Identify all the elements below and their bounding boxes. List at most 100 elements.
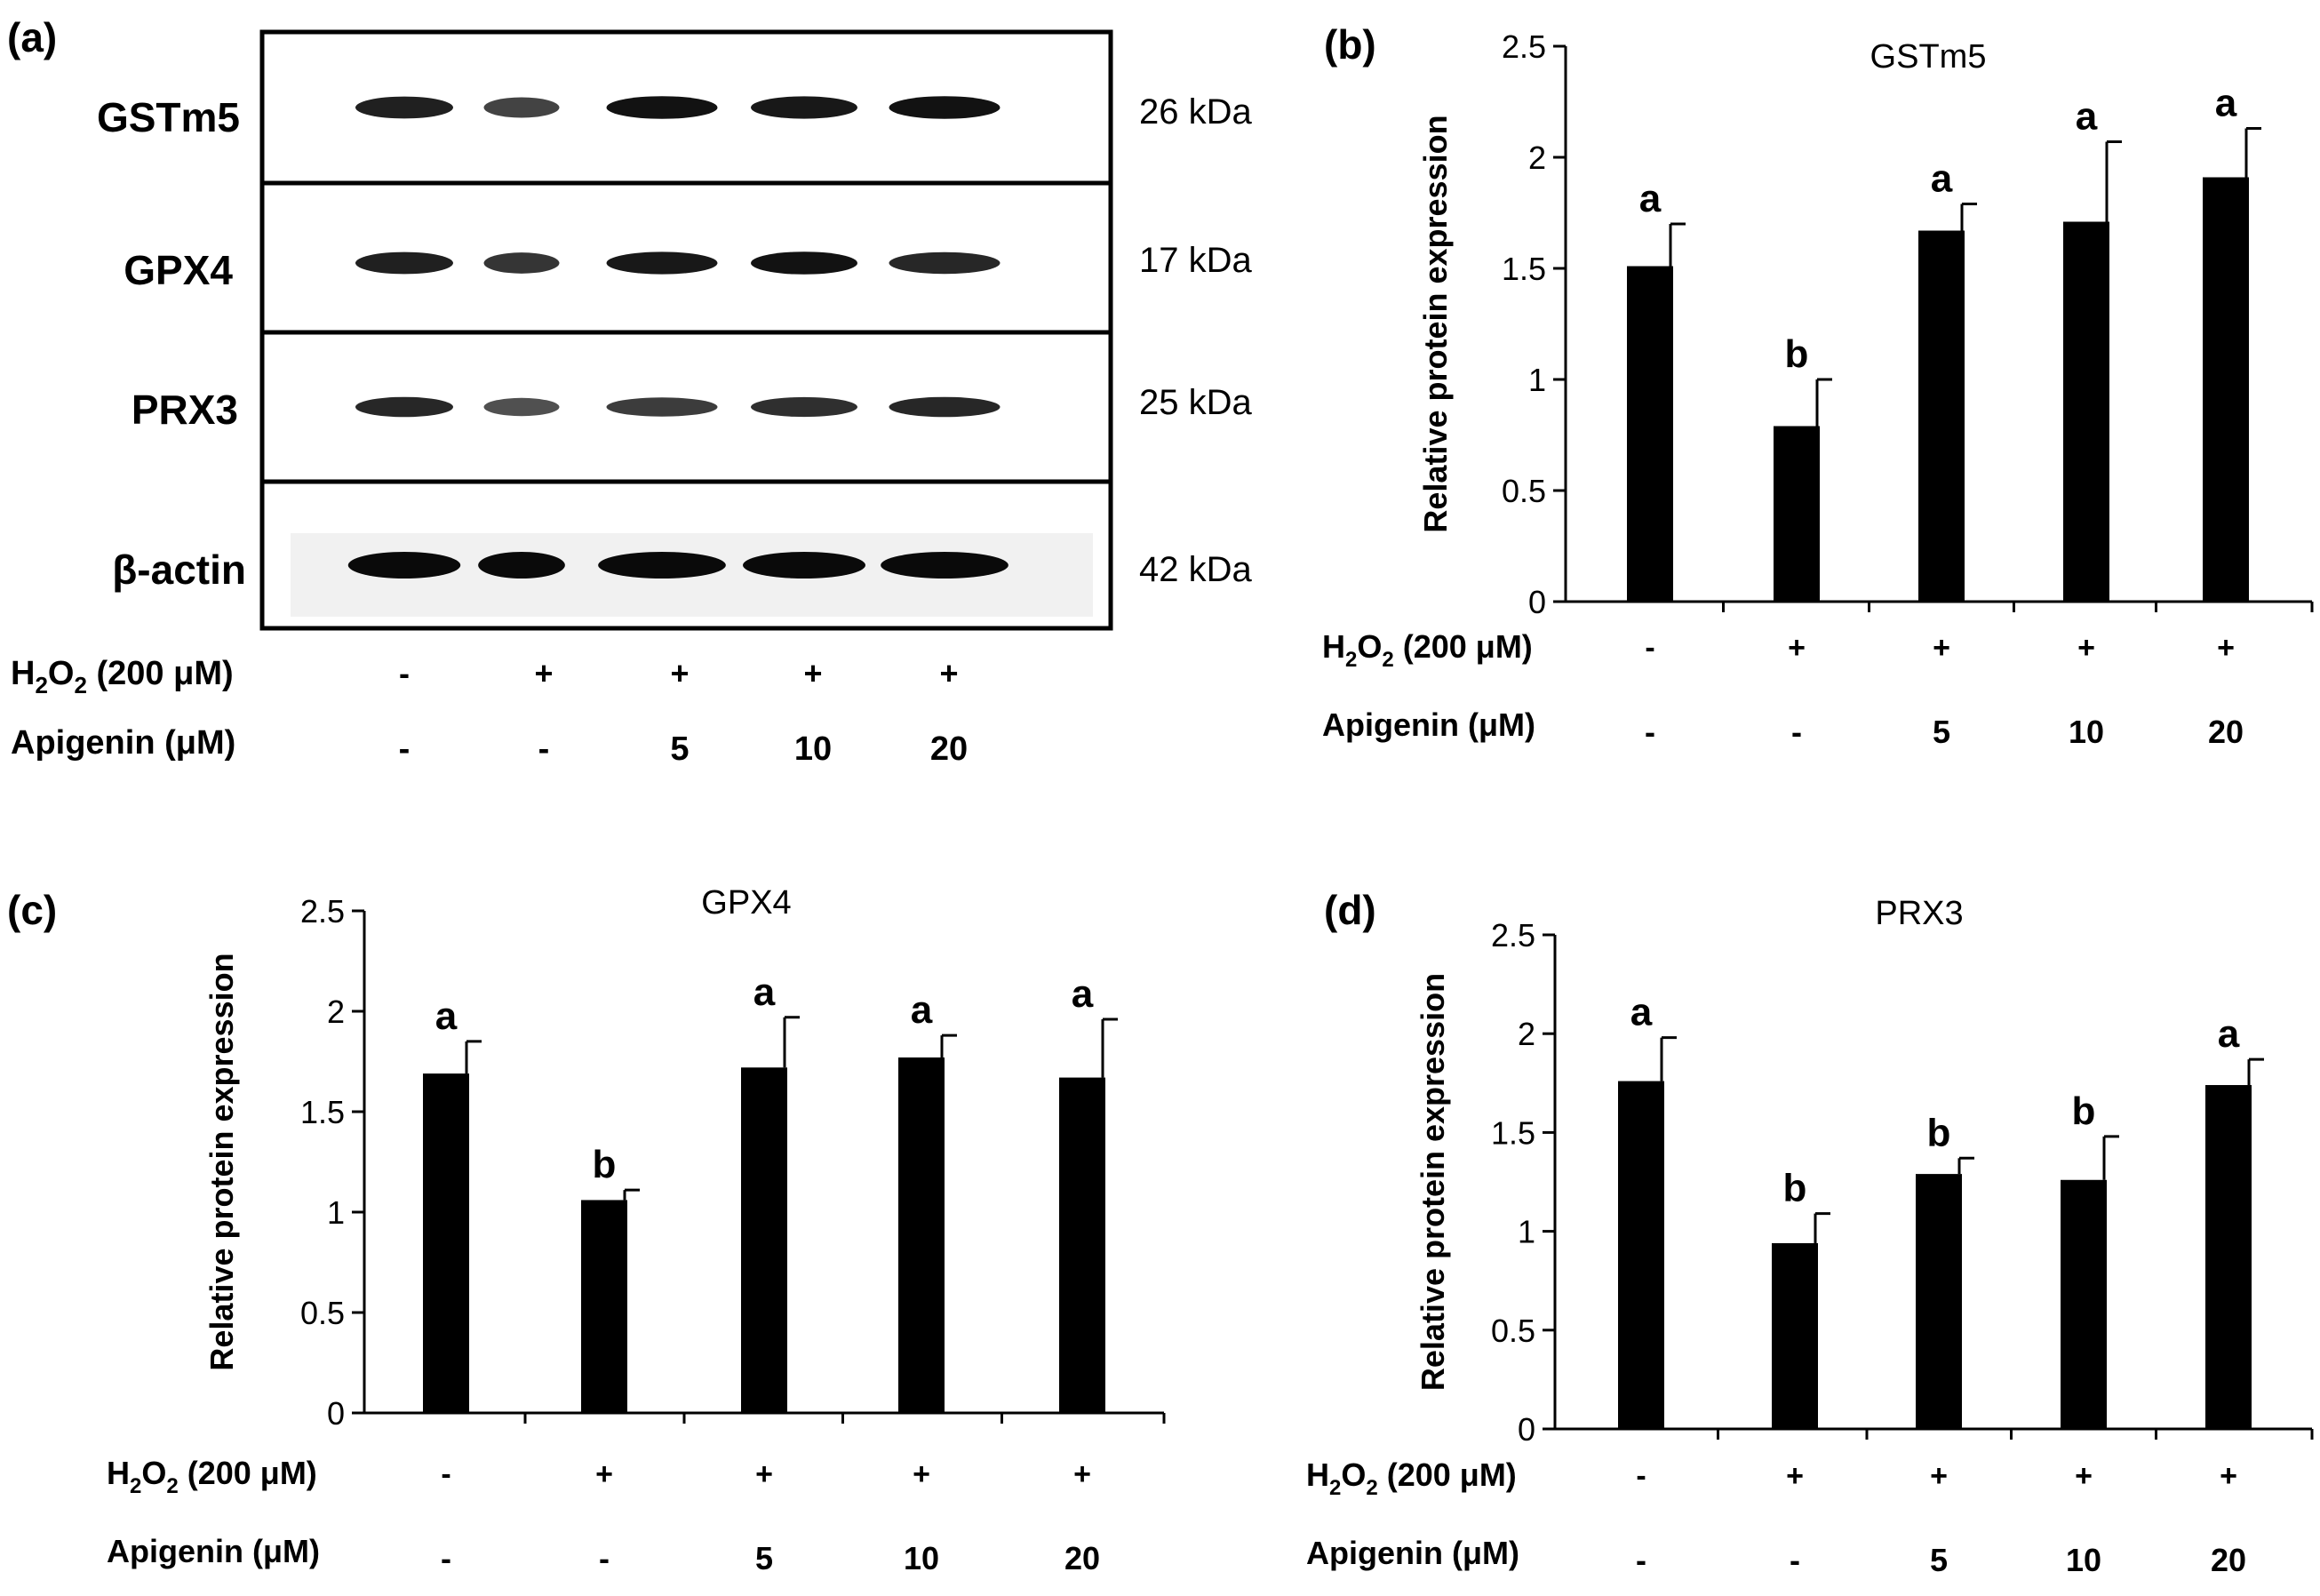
treatment-apigenin-value: 10 [794, 730, 832, 768]
bar [1772, 1242, 1818, 1429]
treatment-h2o2-value: + [803, 655, 822, 691]
h2o2-label: H2O2 (200 μM) [11, 655, 234, 698]
apigenin-value: - [1636, 1542, 1646, 1578]
h2o2-value: + [2220, 1459, 2237, 1493]
kda-label-gpx4: 17 kDa [1139, 241, 1252, 280]
apigenin-value: 10 [2066, 1542, 2101, 1578]
y-tick-label: 0.5 [1491, 1313, 1535, 1349]
treatment-h2o2-value: + [939, 655, 958, 691]
h2o2-value: - [441, 1457, 450, 1491]
h2o2-value: + [595, 1457, 613, 1491]
y-tick-label: 1.5 [1491, 1114, 1535, 1151]
treatment-apigenin-value: 5 [670, 730, 689, 768]
apigenin-value: 10 [904, 1540, 939, 1576]
apigenin-value: - [1790, 1542, 1800, 1578]
blot-band [483, 397, 560, 417]
apigenin-value: 20 [2208, 714, 2244, 750]
chart-panel-c: (c) GPX4 Relative protein expression 0 0.5 1 1… [7, 884, 1166, 1576]
h2o2-value: + [1788, 631, 1806, 665]
y-tick-label: 1.5 [300, 1094, 345, 1130]
apigenin-row-label: Apigenin (μM) [107, 1533, 320, 1569]
significance-letter: a [2076, 95, 2098, 139]
h2o2-value: + [755, 1457, 773, 1491]
significance-letter: a [1630, 991, 1653, 1034]
blot-bands [347, 96, 1009, 579]
apigenin-value: - [1645, 714, 1655, 750]
significance-letter: a [1072, 972, 1094, 1016]
y-axis-label: Relative protein expression [1415, 973, 1451, 1391]
y-tick-label: 0.5 [300, 1295, 345, 1331]
apigenin-value: 10 [2069, 714, 2104, 750]
h2o2-value: + [1933, 631, 1950, 665]
y-tick-label: 0.5 [1502, 473, 1546, 509]
apigenin-value: 20 [2211, 1542, 2246, 1578]
protein-label-actin: β-actin [112, 547, 246, 593]
bar [898, 1057, 945, 1413]
significance-letter: a [911, 988, 933, 1032]
y-tick-label: 0 [327, 1395, 345, 1432]
significance-letter: a [2215, 82, 2237, 125]
blot-band [881, 552, 1009, 579]
y-tick-label: 2.5 [300, 893, 345, 930]
h2o2-value: + [2075, 1459, 2093, 1493]
apigenin-value: 5 [1930, 1542, 1948, 1578]
significance-letter: b [593, 1143, 617, 1186]
h2o2-row-label: H2O2 (200 μM) [107, 1455, 317, 1498]
blot-band [478, 552, 565, 579]
significance-letter: a [753, 970, 776, 1014]
h2o2-value: + [913, 1457, 930, 1491]
treatment-h2o2-value: + [670, 655, 689, 691]
blot-band [889, 396, 1001, 418]
y-axis-label: Relative protein expression [203, 953, 240, 1370]
blot-band [606, 251, 718, 275]
h2o2-value: + [1786, 1459, 1804, 1493]
treatment-h2o2-value: - [399, 655, 410, 691]
treatment-apigenin-value: - [399, 730, 411, 768]
bar [2205, 1085, 2252, 1429]
y-tick-label: 2 [1518, 1016, 1535, 1052]
blot-band [889, 251, 1001, 275]
bar [1059, 1077, 1105, 1413]
bar [1918, 230, 1965, 602]
bar [2063, 221, 2109, 602]
y-axis-label: Relative protein expression [1417, 115, 1454, 532]
panel-label: (b) [1324, 21, 1376, 68]
chart-title: GPX4 [701, 884, 791, 922]
blot-band [598, 552, 726, 579]
protein-label-gpx4: GPX4 [124, 247, 233, 293]
blot-band [606, 397, 718, 417]
kda-label-actin: 42 kDa [1139, 550, 1252, 589]
significance-letter: a [1931, 157, 1953, 201]
blot-band [889, 96, 1001, 119]
h2o2-value: - [1645, 631, 1654, 665]
blot-band [751, 251, 857, 275]
bar [1618, 1081, 1664, 1429]
y-tick-label: 0 [1518, 1411, 1535, 1448]
kda-label-gstm5: 26 kDa [1139, 92, 1252, 132]
h2o2-value: + [2077, 631, 2095, 665]
bar [581, 1200, 627, 1413]
y-tick-label: 0 [1528, 584, 1546, 620]
h2o2-value: - [1636, 1459, 1646, 1493]
apigenin-row-label: Apigenin (μM) [1306, 1535, 1519, 1571]
treatment-apigenin-value: - [538, 730, 550, 768]
protein-label-gstm5: GSTm5 [97, 94, 240, 140]
h2o2-row-label: H2O2 (200 μM) [1306, 1456, 1517, 1500]
apigenin-value: 20 [1064, 1540, 1100, 1576]
blot-band [355, 251, 453, 275]
chart-title: GSTm5 [1870, 38, 1987, 76]
apigenin-value: 5 [755, 1540, 773, 1576]
blot-band [743, 552, 865, 579]
h2o2-value: + [1930, 1459, 1948, 1493]
blot-band [751, 396, 857, 418]
apigenin-row-label: Apigenin (μM) [1322, 706, 1535, 743]
y-tick-label: 1.5 [1502, 251, 1546, 287]
bar [1774, 426, 1820, 602]
h2o2-row-label: H2O2 (200 μM) [1322, 628, 1533, 672]
blot-band [355, 396, 453, 418]
blot-band [483, 97, 560, 118]
western-blot-panel: (a) GSTm5 GPX4 PRX3 β-actin 26 kDa 17 kD… [7, 14, 1252, 768]
blot-band [483, 252, 560, 274]
bar [423, 1073, 469, 1413]
significance-letter: a [2218, 1012, 2240, 1056]
